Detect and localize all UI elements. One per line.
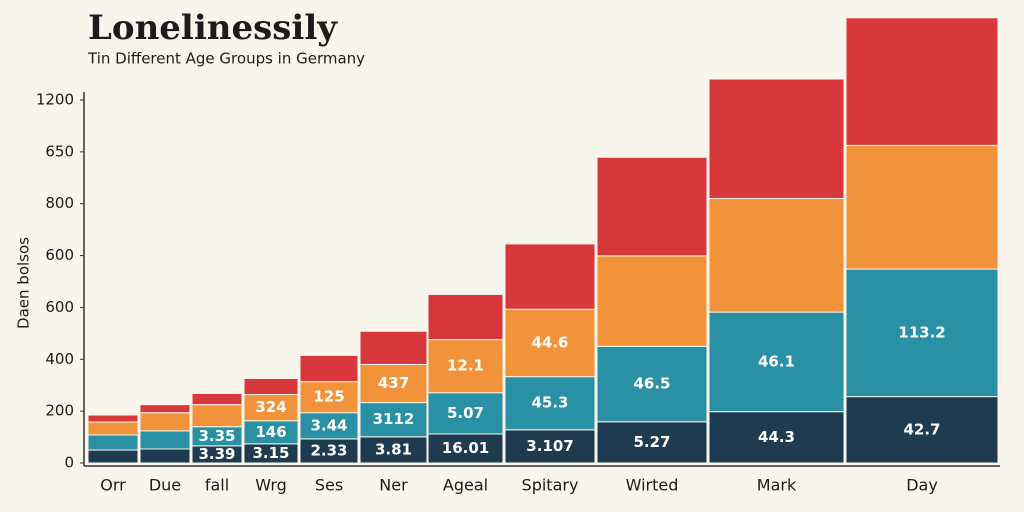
bar-segment [191, 393, 243, 406]
x-tick-label: Ses [315, 476, 343, 495]
bar-segment [139, 448, 191, 464]
x-tick-label: Wrg [255, 476, 287, 495]
x-tick-label: Day [906, 476, 938, 495]
segment-label: 12.1 [447, 357, 484, 375]
bar-segment [87, 434, 139, 451]
bar-segment [87, 414, 139, 423]
bar-segment [596, 345, 708, 423]
bar-segment [299, 381, 359, 414]
segment-label: 44.3 [758, 428, 795, 446]
segment-label: 3.44 [310, 416, 347, 434]
segment-label: 146 [255, 423, 286, 441]
y-tick-label: 650 [45, 142, 74, 160]
chart-subtitle: Tin Different Age Groups in Germany [87, 50, 365, 68]
bar-segment [845, 17, 999, 146]
segment-label: 42.7 [903, 420, 940, 438]
bar-segment [596, 255, 708, 347]
bar-segment [87, 449, 139, 464]
segment-label: 46.1 [758, 352, 795, 370]
y-tick-label: 400 [45, 350, 74, 368]
bar-segment [427, 392, 504, 435]
bar-segment [139, 404, 191, 414]
segment-label: 2.33 [310, 441, 347, 459]
segment-label: 3.35 [198, 427, 235, 445]
chart-title: Lonelinessily [88, 8, 338, 48]
y-tick-label: 0 [64, 454, 74, 472]
bar-segment [427, 293, 504, 341]
bar-segment [191, 404, 243, 428]
x-tick-label: Ner [379, 476, 408, 495]
segment-label: 3.39 [198, 445, 235, 463]
bar-segment [504, 308, 596, 378]
y-axis-label: Daen bolsos [15, 237, 33, 329]
bar-segment [845, 144, 999, 270]
segment-label: 46.5 [633, 375, 670, 393]
segment-label: 5.07 [447, 404, 484, 422]
bar-segment [845, 396, 999, 464]
bar-segment [596, 421, 708, 464]
bar-segment [139, 430, 191, 450]
x-tick-label: Spitary [522, 476, 579, 495]
y-tick-label: 800 [45, 194, 74, 212]
bar-segment [708, 311, 845, 413]
bar-segment [708, 78, 845, 200]
bar-segment [504, 429, 596, 464]
bar-segment [845, 268, 999, 398]
segment-label: 437 [378, 374, 409, 392]
segment-label: 125 [313, 388, 344, 406]
bar-segment [708, 198, 845, 313]
segment-label: 44.6 [531, 333, 568, 351]
bar-segment [299, 354, 359, 383]
x-tick-label: fall [205, 476, 229, 495]
bar-segment [427, 339, 504, 394]
bar-segment [359, 330, 428, 365]
bar-segment [504, 376, 596, 431]
bar-segment [359, 363, 428, 404]
bar-segment [504, 243, 596, 310]
x-tick-label: Mark [757, 476, 797, 495]
segment-label: 3.81 [375, 440, 412, 458]
segment-label: 5.27 [633, 433, 670, 451]
y-tick-label: 600 [45, 246, 74, 264]
segment-label: 16.01 [442, 439, 489, 457]
segment-label: 3112 [373, 410, 415, 428]
y-tick-label: 1200 [36, 91, 74, 109]
bar-segment [708, 411, 845, 464]
bar-segment [596, 156, 708, 257]
y-tick-label: 200 [45, 402, 74, 420]
x-tick-label: Orr [100, 476, 126, 495]
segment-label: 113.2 [898, 323, 945, 341]
x-tick-label: Ageal [443, 476, 488, 495]
segment-label: 3.15 [252, 444, 289, 462]
bar-segment [427, 433, 504, 464]
bar-segment [359, 436, 428, 464]
segment-label: 324 [255, 398, 286, 416]
bar-segment [87, 421, 139, 436]
x-tick-label: Due [149, 476, 181, 495]
bar-segment [243, 377, 299, 396]
bar-segment [139, 412, 191, 432]
segment-label: 3.107 [526, 437, 573, 455]
segment-label: 45.3 [531, 394, 568, 412]
bar-segment [299, 412, 359, 440]
x-tick-label: Wirted [626, 476, 679, 495]
y-tick-label: 600 [45, 298, 74, 316]
bar-segment [299, 438, 359, 464]
